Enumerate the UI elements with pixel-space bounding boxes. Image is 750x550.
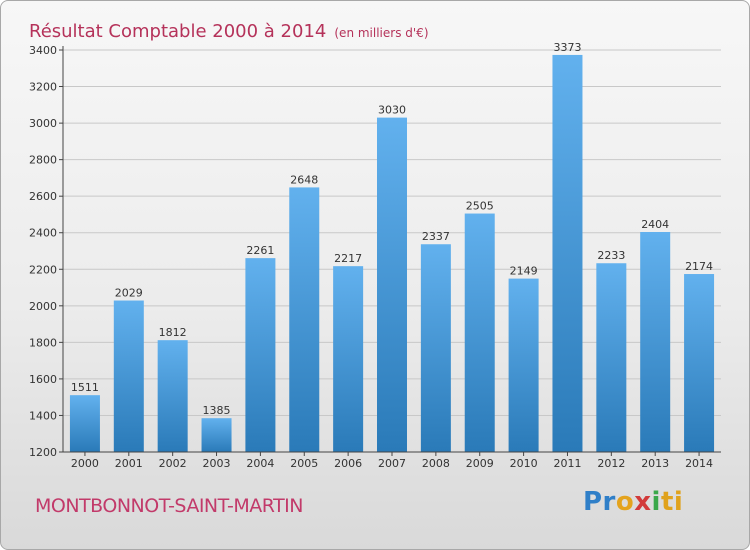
value-labels-group: 1511 2029 1812 1385 2261 2648 2217 3030 2337 2505…	[71, 41, 713, 417]
bar	[245, 258, 276, 452]
bar-value-label: 1812	[159, 326, 187, 339]
logo-part: ti	[660, 487, 684, 517]
logo-part: x	[634, 487, 652, 517]
bar-value-label: 2261	[246, 244, 274, 257]
x-tick-label: 2001	[115, 457, 143, 470]
y-tick-label: 2800	[29, 154, 57, 167]
bar-value-label: 2233	[597, 249, 625, 262]
x-tick-label: 2006	[334, 457, 362, 470]
bar-value-label: 2149	[510, 265, 538, 278]
x-tick-label: 2010	[510, 457, 538, 470]
bar	[157, 340, 188, 452]
bar-value-label: 2029	[115, 287, 143, 300]
x-tick-label: 2013	[641, 457, 669, 470]
bar-value-label: 1385	[203, 404, 231, 417]
bar-value-label: 2174	[685, 260, 713, 273]
bar-value-label: 2337	[422, 230, 450, 243]
logo-part: o	[615, 487, 635, 517]
y-tick-label: 1600	[29, 373, 57, 386]
y-tick-label: 2600	[29, 190, 57, 203]
x-tick-label: 2009	[466, 457, 494, 470]
commune-name: MONTBONNOT-SAINT-MARTIN	[35, 495, 304, 517]
x-tick-label: 2005	[290, 457, 318, 470]
bar	[640, 231, 671, 452]
bar-value-label: 1511	[71, 381, 99, 394]
bar	[508, 278, 539, 452]
bar	[464, 213, 495, 452]
bar	[420, 244, 451, 452]
bar	[333, 266, 364, 452]
bar-value-label: 2217	[334, 252, 362, 265]
x-tick-label: 2002	[159, 457, 187, 470]
bar	[289, 187, 320, 453]
y-tick-label: 2000	[29, 300, 57, 313]
bars-group	[69, 54, 715, 453]
bar-value-label: 3373	[553, 41, 581, 54]
x-tick-label: 2003	[203, 457, 231, 470]
x-tick-label: 2004	[246, 457, 274, 470]
bar-value-label: 2648	[290, 173, 318, 186]
chart-title: Résultat Comptable 2000 à 2014 (en millie…	[29, 7, 429, 45]
x-tick-label: 2008	[422, 457, 450, 470]
bar	[113, 300, 144, 452]
chart-unit-text: (en milliers d'€)	[334, 26, 429, 40]
proxiti-logo: Proxiti	[583, 487, 683, 517]
bar-value-label: 3030	[378, 104, 406, 117]
y-tick-label: 1800	[29, 336, 57, 349]
chart-title-text: Résultat Comptable 2000 à 2014	[29, 21, 327, 42]
bar	[377, 117, 407, 452]
y-tick-label: 1400	[29, 409, 57, 422]
logo-part: i	[651, 487, 661, 517]
y-tick-label: 1200	[29, 446, 57, 459]
logo-part: Pr	[583, 487, 616, 517]
y-tick-label: 3400	[29, 44, 57, 57]
bar	[69, 395, 100, 452]
axes-group: 1200 1400 1600 1800 2000 2200 2400 2600 2800 3000…	[29, 44, 721, 470]
y-tick-label: 2400	[29, 227, 57, 240]
bar-value-label: 2404	[641, 218, 669, 231]
y-tick-label: 2200	[29, 263, 57, 276]
x-tick-label: 2000	[71, 457, 99, 470]
bar	[684, 274, 715, 452]
x-tick-label: 2012	[597, 457, 625, 470]
y-tick-label: 3000	[29, 117, 57, 130]
bar	[552, 54, 583, 453]
x-tick-label: 2014	[685, 457, 713, 470]
x-tick-label: 2011	[553, 457, 581, 470]
x-tick-label: 2007	[378, 457, 406, 470]
bar	[201, 418, 232, 452]
bar-value-label: 2505	[466, 200, 494, 213]
y-tick-label: 3200	[29, 81, 57, 94]
bar	[596, 263, 627, 452]
